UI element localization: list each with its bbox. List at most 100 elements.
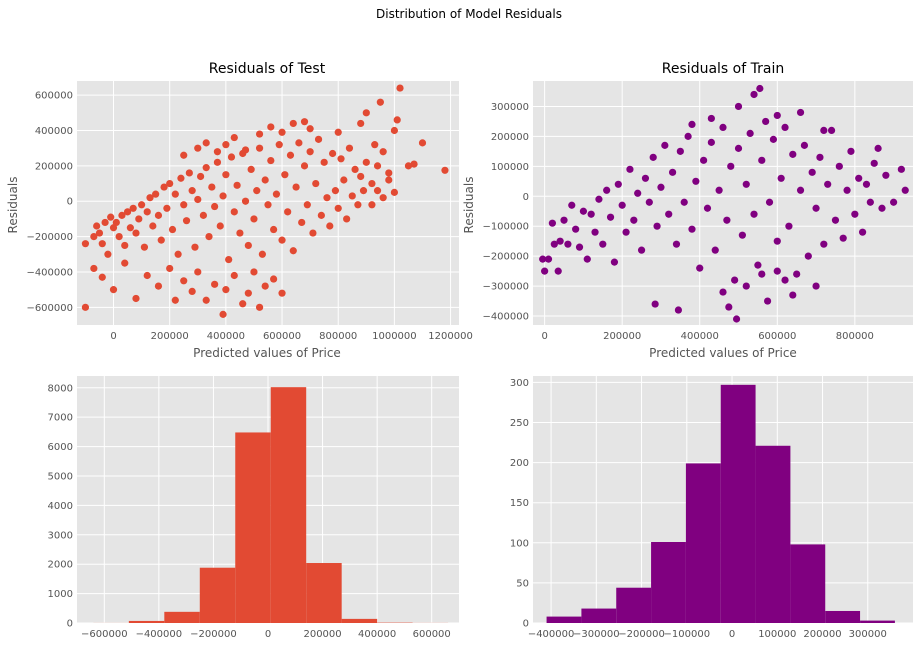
test-scatter-ytick-label: −600000 bbox=[26, 303, 73, 314]
train-scatter-point bbox=[723, 216, 731, 224]
test-scatter-point bbox=[191, 243, 199, 251]
test-scatter-point bbox=[202, 296, 210, 304]
train-scatter-point bbox=[700, 156, 708, 164]
test-scatter-point bbox=[107, 213, 115, 221]
test-scatter-point bbox=[230, 208, 238, 216]
train-scatter-grid bbox=[533, 81, 913, 325]
test-scatter-point bbox=[109, 224, 118, 232]
test-scatter-point bbox=[233, 181, 241, 189]
test-scatter-point bbox=[303, 201, 311, 209]
train-scatter-point bbox=[548, 219, 556, 227]
test-scatter-point bbox=[194, 195, 202, 204]
test-scatter-point bbox=[334, 204, 342, 212]
test-scatter-point bbox=[222, 171, 230, 179]
train-scatter-point bbox=[742, 180, 750, 188]
test-scatter-ytick-label: −400000 bbox=[26, 267, 73, 278]
train-scatter-point bbox=[626, 165, 634, 173]
train-scatter-point bbox=[554, 267, 562, 275]
train-scatter-point bbox=[824, 180, 832, 188]
train-hist-panel: −400000−300000−200000−100000 0 100000 20000… bbox=[510, 376, 913, 640]
test-scatter-point bbox=[180, 277, 188, 285]
test-scatter-point bbox=[171, 190, 179, 198]
train-scatter-ytick-label: 100000 bbox=[491, 162, 529, 173]
train-scatter-point bbox=[684, 132, 692, 140]
test-scatter-point bbox=[267, 156, 275, 165]
test-scatter-point bbox=[250, 215, 258, 223]
test-scatter-point bbox=[230, 271, 238, 280]
test-scatter-point bbox=[95, 229, 104, 237]
test-scatter-xtick-label: 600000 bbox=[263, 331, 301, 342]
train-scatter-point bbox=[556, 237, 564, 245]
train-scatter-point bbox=[758, 270, 766, 278]
train-hist-ytick-label: 300 bbox=[510, 378, 529, 389]
train-scatter-point bbox=[835, 162, 843, 170]
test-scatter-point bbox=[385, 169, 393, 177]
test-hist-marks bbox=[93, 387, 449, 623]
train-hist-bar bbox=[581, 608, 617, 623]
train-scatter-point bbox=[719, 123, 727, 132]
test-scatter-point bbox=[357, 172, 365, 181]
train-scatter-point bbox=[769, 135, 778, 143]
test-scatter-point bbox=[90, 232, 98, 241]
test-scatter-point bbox=[300, 162, 309, 170]
test-scatter-point bbox=[357, 119, 365, 128]
test-scatter-point bbox=[312, 179, 320, 188]
test-scatter-point bbox=[166, 179, 174, 188]
test-scatter-point bbox=[272, 190, 281, 198]
test-scatter-point bbox=[410, 160, 418, 168]
train-scatter-point bbox=[591, 228, 599, 236]
train-scatter-point bbox=[630, 216, 638, 224]
train-scatter-xlabel: Predicted values of Price bbox=[649, 346, 797, 360]
train-scatter-point bbox=[754, 261, 762, 269]
test-hist-ytick-label: 7000 bbox=[48, 413, 73, 424]
train-scatter-point bbox=[831, 216, 840, 224]
test-scatter-point bbox=[194, 268, 202, 276]
test-hist-bar bbox=[235, 432, 271, 623]
train-scatter-point bbox=[703, 204, 712, 212]
test-hist-xtick-label: 0 bbox=[265, 629, 271, 640]
test-scatter-point bbox=[385, 176, 393, 184]
train-scatter-point bbox=[839, 234, 847, 242]
test-scatter-point bbox=[261, 176, 269, 184]
test-scatter-point bbox=[418, 139, 427, 147]
test-scatter-point bbox=[118, 211, 126, 219]
test-hist-bar bbox=[270, 387, 307, 623]
test-scatter-point bbox=[323, 194, 331, 202]
train-hist-ytick-label: 200 bbox=[510, 458, 529, 469]
test-scatter-point bbox=[278, 236, 286, 244]
train-scatter-point bbox=[851, 210, 859, 218]
train-scatter-point bbox=[564, 240, 572, 248]
train-scatter-point bbox=[725, 303, 733, 311]
train-hist-bar bbox=[755, 445, 791, 623]
test-scatter-xlabel: Predicted values of Price bbox=[193, 346, 341, 360]
test-hist-ytick-label: 0 bbox=[67, 619, 73, 630]
test-scatter-point bbox=[351, 165, 359, 174]
test-scatter-point bbox=[261, 282, 269, 290]
train-scatter-point bbox=[614, 180, 622, 188]
test-scatter-point bbox=[314, 135, 323, 143]
test-scatter-point bbox=[132, 229, 140, 237]
train-scatter-point bbox=[603, 186, 611, 194]
train-scatter-point bbox=[719, 288, 727, 296]
test-hist-ytick-label: 6000 bbox=[48, 442, 73, 453]
test-scatter-ytick-label: 200000 bbox=[35, 161, 73, 172]
train-scatter-xtick-label: 200000 bbox=[603, 331, 641, 342]
test-scatter-point bbox=[289, 247, 297, 255]
train-scatter-point bbox=[890, 198, 898, 206]
test-scatter-point bbox=[278, 289, 286, 297]
test-hist-bar bbox=[341, 618, 378, 623]
test-scatter-marks bbox=[81, 84, 449, 318]
test-hist-xtick-label: 600000 bbox=[413, 629, 451, 640]
train-scatter-point bbox=[901, 186, 909, 194]
train-scatter-point bbox=[820, 240, 828, 248]
test-scatter-point bbox=[219, 310, 227, 318]
train-hist-ytick-label: 100 bbox=[510, 538, 529, 549]
test-scatter-point bbox=[143, 208, 151, 216]
train-scatter-point bbox=[781, 276, 789, 284]
test-scatter-point bbox=[222, 141, 230, 149]
train-scatter-point bbox=[653, 222, 661, 230]
train-scatter-point bbox=[637, 246, 646, 254]
test-scatter-point bbox=[104, 250, 112, 258]
train-scatter-point bbox=[789, 150, 797, 158]
test-scatter-point bbox=[337, 155, 345, 163]
